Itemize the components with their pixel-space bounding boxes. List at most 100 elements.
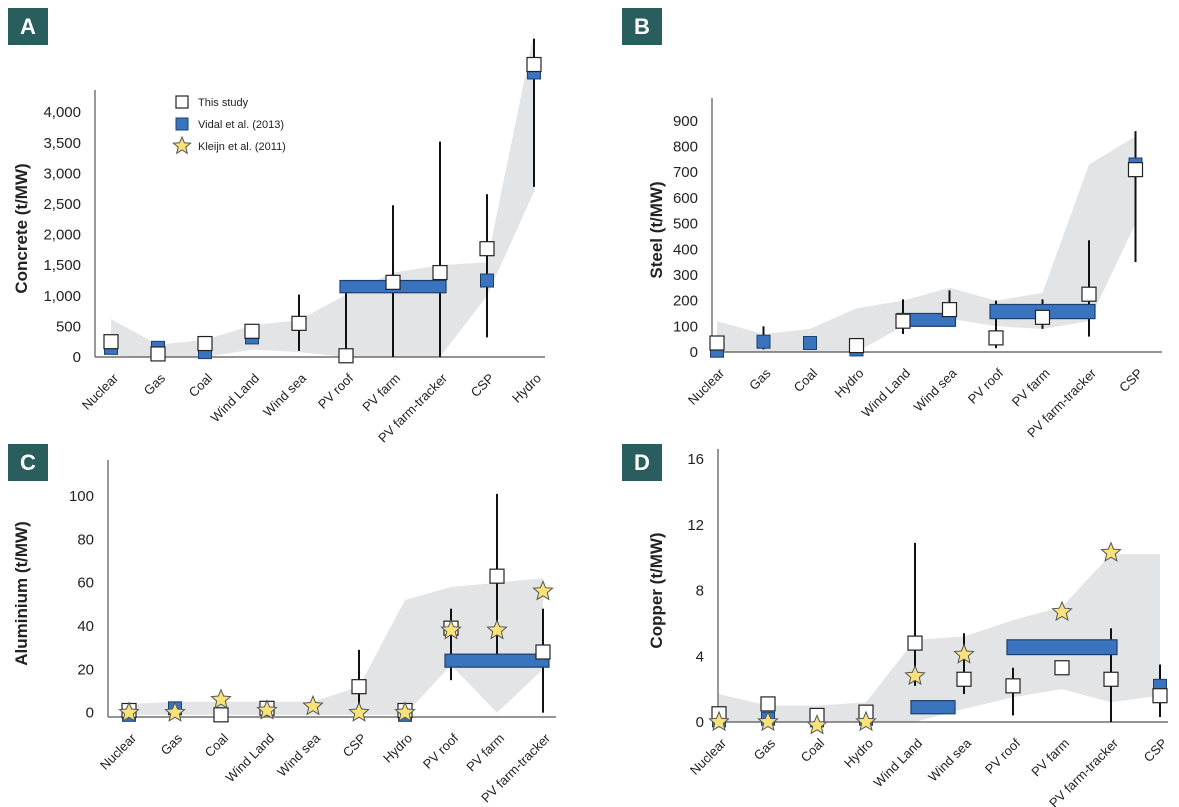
x-tick-label: Nuclear (97, 730, 140, 773)
x-tick-label: Hydro (509, 371, 544, 406)
x-tick-label: Wind sea (274, 730, 323, 779)
y-tick-label: 200 (673, 293, 698, 310)
y-tick-label: 20 (77, 661, 94, 678)
x-tick-label: Wind Land (223, 731, 278, 786)
kleijn-marker (256, 699, 278, 720)
x-tick-label: Nuclear (79, 370, 122, 413)
y-tick-label: 3,000 (43, 165, 81, 182)
vidal-marker (756, 334, 771, 349)
x-tick-label: PV farm (1028, 736, 1072, 780)
y-tick-label: 600 (673, 190, 698, 207)
y-tick-label: 100 (673, 318, 698, 335)
this-study-marker (489, 568, 505, 584)
x-tick-label: Coal (791, 365, 821, 395)
kleijn-marker (708, 710, 730, 732)
this-study-marker (1054, 660, 1070, 676)
legend-marker-vidal (175, 117, 189, 131)
x-tick-label: Hydro (380, 731, 415, 766)
kleijn-marker (486, 618, 508, 640)
y-tick-label: 2,500 (43, 196, 81, 213)
x-tick-label: Coal (186, 370, 216, 400)
legend: This study Vidal et al. (2013) Kleijn et a… (172, 95, 286, 155)
kleijn-marker (210, 688, 232, 709)
kleijn-marker (904, 664, 926, 686)
x-tick-label: Gas (751, 735, 779, 763)
x-tick-label: PV farm (463, 731, 507, 775)
y-tick-label: 0 (696, 714, 704, 731)
range-band (719, 554, 1160, 722)
y-tick-label: 80 (77, 531, 94, 548)
x-tick-label: Wind sea (911, 365, 960, 414)
this-study-marker (1152, 688, 1168, 704)
this-study-marker (432, 264, 448, 281)
this-study-marker (760, 696, 776, 712)
y-tick-label: 100 (69, 488, 94, 505)
y-tick-label: 500 (673, 216, 698, 233)
x-tick-label: Nuclear (685, 365, 728, 408)
kleijn-marker (1100, 541, 1122, 562)
x-tick-label: Hydro (841, 736, 876, 771)
y-tick-label: 1,000 (43, 288, 81, 305)
panel-a: A 0 500 1,000 1,500 2,000 2,500 3,000 3,500 4,00… (0, 0, 580, 445)
x-tick-label: Gas (158, 730, 186, 758)
kleijn-marker (855, 710, 877, 732)
x-tick-label: Wind sea (925, 735, 974, 784)
this-study-marker (385, 274, 401, 290)
y-tick-label: 900 (673, 113, 698, 130)
x-tick-label: PV farm (1009, 366, 1053, 410)
kleijn-marker (348, 701, 370, 722)
kleijn-marker (164, 701, 186, 722)
this-study-marker (848, 337, 865, 354)
y-tick-label: 700 (673, 164, 698, 181)
this-study-marker (150, 346, 166, 362)
this-study-marker (291, 315, 307, 331)
this-study-marker (479, 241, 495, 257)
y-axis-title: Steel (t/MW) (647, 181, 666, 278)
y-tick-label: 800 (673, 139, 698, 156)
this-study-marker (213, 707, 229, 723)
this-study-marker (338, 348, 354, 364)
y-tick-label: 40 (77, 618, 94, 635)
kleijn-marker (953, 643, 975, 664)
this-study-marker (709, 335, 725, 351)
concrete-chart: 0 500 1,000 1,500 2,000 2,500 3,000 3,500 4,000 C… (12, 32, 545, 445)
y-axis-title: Aluminium (t/MW) (12, 521, 31, 665)
this-study-marker (351, 679, 367, 695)
y-tick-label: 3,500 (43, 135, 81, 152)
this-study-marker (1005, 678, 1021, 694)
range-band (129, 578, 543, 715)
y-tick-label: 2,000 (43, 227, 81, 244)
x-tick-label: PV roof (982, 735, 1024, 777)
vidal-range-bar (444, 653, 550, 668)
range-band (111, 32, 534, 357)
y-tick-label: 16 (687, 451, 704, 468)
x-tick-label: Nuclear (687, 735, 730, 778)
x-tick-label: CSP (1116, 366, 1146, 396)
y-tick-label: 0 (73, 349, 81, 366)
this-study-marker (907, 635, 923, 651)
x-tick-label: Coal (798, 735, 828, 765)
legend-label: This study (198, 97, 249, 109)
this-study-marker (103, 334, 119, 350)
y-tick-label: 0 (86, 705, 94, 722)
y-tick-label: 60 (77, 575, 94, 592)
x-tick-label: PV roof (420, 730, 462, 772)
legend-marker-this-study (175, 95, 189, 109)
x-tick-label: Coal (202, 730, 232, 760)
this-study-marker (526, 56, 542, 73)
kleijn-marker (806, 713, 828, 735)
y-tick-label: 12 (687, 517, 704, 534)
vidal-range-bar (910, 700, 956, 715)
x-tick-label: Hydro (831, 366, 866, 401)
x-tick-label: CSP (1141, 736, 1171, 766)
panel-badge-a: A (8, 8, 48, 45)
legend-marker-kleijn (172, 135, 192, 155)
this-study-marker (1034, 309, 1051, 325)
x-tick-label: Wind Land (208, 371, 263, 426)
x-tick-label: CSP (468, 371, 498, 401)
vidal-marker (480, 273, 494, 288)
panel-d: D 0 4 8 12 16 Copper (t/MW) Nuclear Gas Coal Hydr… (590, 420, 1179, 807)
x-tick-label: PV roof (965, 365, 1007, 407)
x-tick-label: Wind Land (859, 366, 914, 421)
